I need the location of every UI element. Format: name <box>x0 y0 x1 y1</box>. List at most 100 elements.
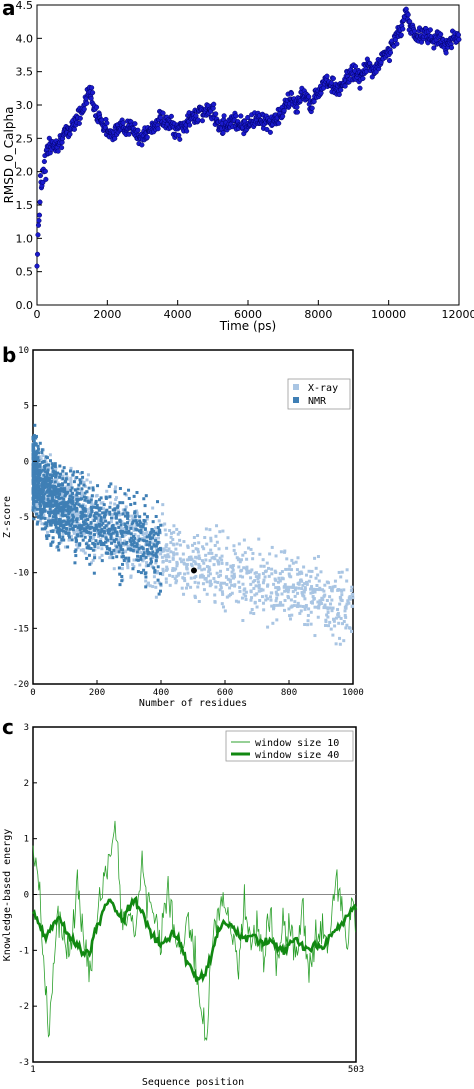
nmr-point <box>38 470 42 474</box>
nmr-point <box>60 537 64 541</box>
nmr-point <box>73 561 77 565</box>
nmr-point <box>66 522 70 526</box>
xray-point <box>169 550 173 554</box>
nmr-point <box>64 531 68 535</box>
xray-point <box>180 560 184 564</box>
nmr-point <box>69 488 73 492</box>
xray-point <box>102 519 106 523</box>
nmr-point <box>119 523 123 527</box>
nmr-point <box>41 481 45 485</box>
xray-point <box>329 627 333 631</box>
rmsd-ytick-label: 2.5 <box>16 132 34 145</box>
nmr-point <box>156 533 160 537</box>
xray-point <box>175 542 179 546</box>
xray-point <box>134 548 138 552</box>
nmr-point <box>115 555 119 559</box>
nmr-point <box>80 516 84 520</box>
xray-point <box>208 580 212 584</box>
xray-point <box>148 584 152 588</box>
nmr-point <box>52 499 56 503</box>
xray-point <box>183 572 187 576</box>
xray-point <box>193 594 197 598</box>
nmr-point <box>149 560 153 564</box>
energy-xtick-label: 1 <box>30 1065 35 1075</box>
xray-point <box>151 541 155 545</box>
xray-point <box>247 546 251 550</box>
xray-point <box>262 564 266 568</box>
xray-point <box>282 585 286 589</box>
nmr-point <box>54 473 58 477</box>
xray-point <box>318 586 322 590</box>
rmsd-ytick-label: 0.0 <box>16 299 34 312</box>
xray-point <box>320 588 324 592</box>
nmr-point <box>144 555 148 559</box>
xray-point <box>82 531 86 535</box>
rmsd-plot-frame <box>36 4 460 306</box>
xray-point <box>171 551 175 555</box>
xray-point <box>157 536 161 540</box>
nmr-point <box>121 512 125 516</box>
nmr-point <box>86 517 90 521</box>
nmr-point <box>42 473 46 477</box>
xray-point <box>230 570 234 574</box>
xray-point <box>289 598 293 602</box>
xray-point <box>274 599 278 603</box>
xray-point <box>284 567 288 571</box>
xray-point <box>266 597 270 601</box>
nmr-point <box>145 515 149 519</box>
xray-point <box>270 545 274 549</box>
nmr-point <box>104 519 108 523</box>
nmr-point <box>115 531 119 535</box>
energy-ylabel: Knowledge-based energy <box>2 829 13 961</box>
nmr-point <box>93 544 97 548</box>
rmsd-point <box>400 26 406 32</box>
panel-label-a: a <box>2 0 16 20</box>
xray-point <box>35 502 39 506</box>
xray-point <box>160 549 164 553</box>
nmr-point <box>62 466 66 470</box>
nmr-point <box>39 504 43 508</box>
energy-ytick-label: -1 <box>18 946 29 956</box>
nmr-point <box>75 506 79 510</box>
nmr-point <box>48 483 52 487</box>
rmsd-point <box>221 113 227 119</box>
xray-point <box>337 615 341 619</box>
nmr-point <box>37 459 41 463</box>
xray-point <box>115 496 119 500</box>
nmr-point <box>71 517 75 521</box>
xray-point <box>184 586 188 590</box>
xray-point <box>331 585 335 589</box>
nmr-point <box>37 479 41 483</box>
xray-point <box>345 568 349 572</box>
legend-window10-label: window size 10 <box>255 738 339 749</box>
nmr-point <box>142 497 146 501</box>
nmr-point <box>154 514 158 518</box>
nmr-point <box>31 506 35 510</box>
nmr-point <box>62 525 66 529</box>
rmsd-point <box>37 199 43 205</box>
nmr-point <box>84 542 88 546</box>
xray-point <box>290 613 294 617</box>
xray-point <box>145 533 149 537</box>
xray-point <box>63 545 67 549</box>
xray-point <box>313 590 317 594</box>
xray-point <box>56 475 60 479</box>
nmr-point <box>154 531 158 535</box>
nmr-point <box>56 471 60 475</box>
nmr-point <box>56 521 60 525</box>
nmr-point <box>109 527 113 531</box>
nmr-point <box>127 531 131 535</box>
xray-point <box>66 529 70 533</box>
nmr-point <box>40 527 44 531</box>
xray-point <box>212 555 216 559</box>
xray-point <box>178 538 182 542</box>
rmsd-point <box>328 80 334 86</box>
nmr-point <box>156 500 160 504</box>
nmr-point <box>93 556 97 560</box>
nmr-point <box>35 466 39 470</box>
nmr-point <box>47 503 51 507</box>
nmr-point <box>83 491 87 495</box>
xray-point <box>336 611 340 615</box>
xray-point <box>207 567 211 571</box>
